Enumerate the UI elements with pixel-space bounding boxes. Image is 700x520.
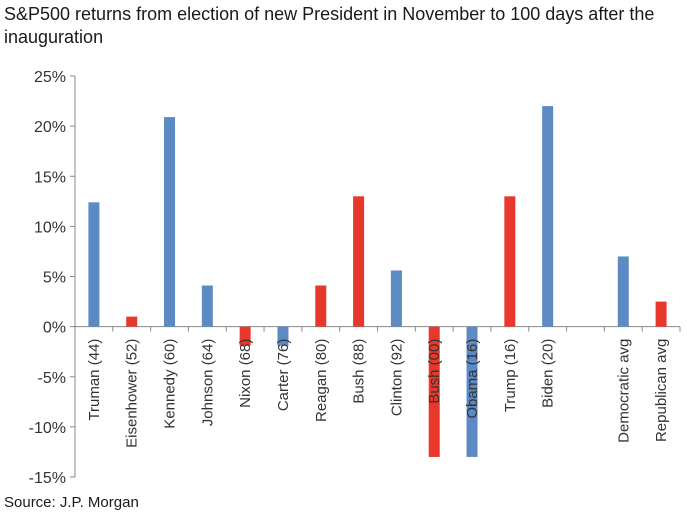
category-labels: Truman (44) Eisenhower (52) Kennedy (60) Jo… — [86, 339, 670, 448]
category-label: Bush (00) — [426, 339, 443, 404]
category-label: Reagan (80) — [313, 339, 330, 422]
category-label: Truman (44) — [86, 339, 103, 421]
category-label: Obama (16) — [464, 339, 481, 419]
bar — [617, 256, 629, 327]
y-tick-label: -5% — [38, 370, 66, 387]
bar — [428, 326, 440, 457]
category-label: Bush (88) — [351, 339, 368, 404]
y-tick-label: -15% — [29, 470, 66, 487]
category-label: Eisenhower (52) — [124, 339, 141, 448]
bar — [126, 316, 138, 327]
bar — [542, 106, 554, 327]
source-note: Source: J.P. Morgan — [4, 494, 139, 511]
axes: 25% 20% 15% 10% 5% 0% -5% -10% -15% — [29, 69, 681, 487]
bar — [353, 196, 365, 327]
bar — [390, 270, 402, 327]
y-tick-label: 5% — [43, 270, 66, 287]
bar — [504, 196, 516, 327]
bar — [88, 202, 100, 327]
category-label: Johnson (64) — [199, 339, 216, 427]
bar — [315, 285, 327, 327]
bar — [655, 301, 667, 327]
bar — [239, 326, 251, 346]
bar — [277, 326, 289, 346]
category-label: Nixon (68) — [237, 339, 254, 408]
y-tick-label: 10% — [34, 219, 66, 236]
category-label: Clinton (92) — [388, 339, 405, 417]
chart-title: S&P500 returns from election of new Pres… — [4, 4, 655, 47]
category-label: Kennedy (60) — [162, 339, 179, 429]
bars — [88, 106, 667, 457]
bar — [164, 117, 176, 327]
category-label: Republican avg — [653, 339, 670, 442]
category-label: Trump (16) — [502, 339, 519, 413]
y-tick-label: 0% — [43, 320, 66, 337]
category-label: Carter (76) — [275, 339, 292, 412]
category-label: Biden (20) — [540, 339, 557, 408]
category-label: Democratic avg — [615, 339, 632, 443]
y-tick-label: 25% — [34, 69, 66, 86]
y-tick-label: 15% — [34, 169, 66, 186]
bar — [201, 285, 213, 327]
bar — [466, 326, 478, 457]
y-tick-label: 20% — [34, 119, 66, 136]
y-tick-label: -10% — [29, 420, 66, 437]
